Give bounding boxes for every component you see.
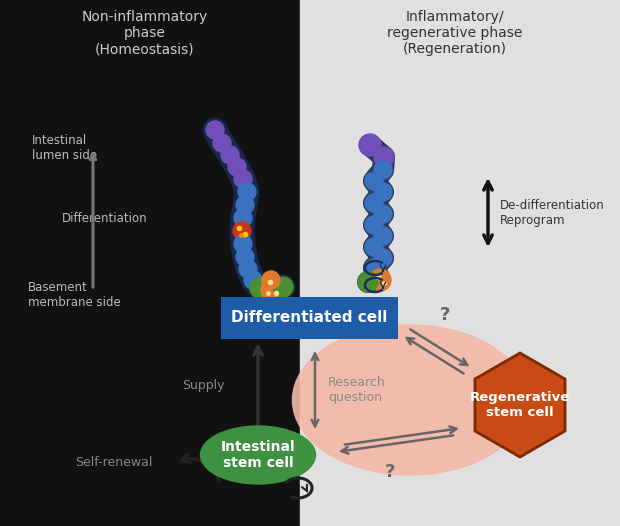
Ellipse shape (233, 222, 251, 240)
Ellipse shape (374, 227, 392, 245)
Ellipse shape (221, 146, 239, 164)
Ellipse shape (374, 183, 392, 201)
Ellipse shape (293, 325, 528, 475)
Ellipse shape (369, 269, 391, 291)
Polygon shape (475, 353, 565, 457)
Ellipse shape (234, 235, 252, 253)
FancyBboxPatch shape (221, 297, 398, 339)
Ellipse shape (213, 134, 231, 152)
Text: Intestinal
stem cell: Intestinal stem cell (221, 440, 295, 470)
Ellipse shape (261, 279, 283, 301)
Text: Self-renewal: Self-renewal (74, 456, 152, 469)
Ellipse shape (374, 147, 394, 167)
Ellipse shape (239, 260, 257, 278)
Ellipse shape (244, 271, 262, 289)
Ellipse shape (374, 205, 392, 223)
Text: Basement
membrane side: Basement membrane side (28, 281, 121, 309)
Ellipse shape (236, 196, 254, 214)
Text: De-differentiation
Reprogram: De-differentiation Reprogram (500, 199, 604, 227)
Ellipse shape (365, 194, 383, 212)
Ellipse shape (236, 248, 254, 266)
Text: Differentiated cell: Differentiated cell (231, 310, 388, 326)
Ellipse shape (228, 158, 246, 176)
Ellipse shape (234, 209, 252, 227)
Ellipse shape (374, 249, 392, 267)
Text: Intestinal
lumen side: Intestinal lumen side (32, 134, 97, 162)
Text: Regenerative
stem cell: Regenerative stem cell (470, 391, 570, 419)
Text: Differentiation: Differentiation (62, 211, 148, 225)
Ellipse shape (273, 277, 293, 297)
Ellipse shape (365, 238, 383, 256)
Ellipse shape (262, 271, 280, 289)
Ellipse shape (358, 272, 378, 292)
Ellipse shape (365, 172, 383, 190)
Bar (300, 0, 620, 526)
Text: ?: ? (440, 306, 450, 324)
Ellipse shape (365, 259, 383, 277)
Ellipse shape (374, 161, 392, 179)
Text: Inflammatory/
regenerative phase
(Regeneration): Inflammatory/ regenerative phase (Regene… (388, 10, 523, 56)
Ellipse shape (365, 216, 383, 234)
Text: Supply: Supply (182, 379, 225, 391)
Text: Non-inflammatory
phase
(Homeostasis): Non-inflammatory phase (Homeostasis) (82, 10, 208, 56)
Text: ?: ? (385, 463, 395, 481)
Ellipse shape (200, 426, 316, 484)
Ellipse shape (250, 278, 270, 298)
Text: Research
question: Research question (328, 376, 386, 404)
Ellipse shape (359, 134, 381, 156)
Bar (0, 0, 300, 526)
Ellipse shape (234, 170, 252, 188)
Ellipse shape (206, 121, 224, 139)
Ellipse shape (238, 183, 256, 201)
